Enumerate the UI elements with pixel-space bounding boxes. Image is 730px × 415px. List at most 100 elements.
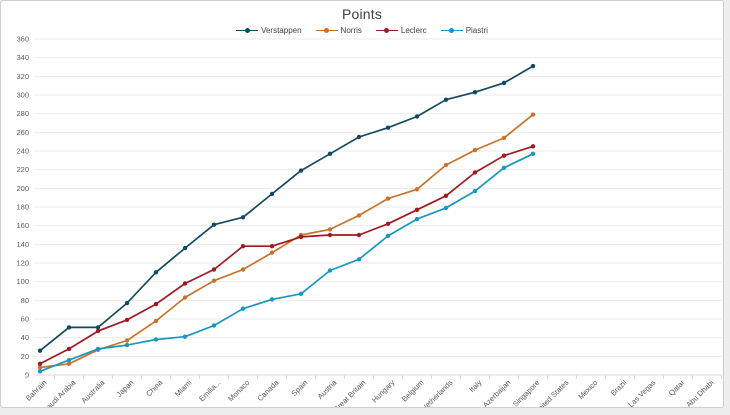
data-point	[37, 361, 43, 366]
y-tick-label: 180	[16, 203, 29, 212]
y-tick-label: 100	[16, 277, 29, 286]
data-point	[37, 365, 43, 370]
data-point	[356, 134, 362, 140]
legend-label: Leclerc	[400, 26, 427, 35]
data-point	[327, 227, 333, 232]
data-point	[385, 196, 391, 201]
x-tick-label: Mexico	[576, 378, 599, 401]
legend-marker-icon	[236, 27, 259, 34]
series-piastri	[37, 151, 536, 374]
legend-marker-icon	[315, 27, 338, 34]
legend-item-piastri[interactable]: Piastri	[440, 26, 488, 35]
y-tick-label: 140	[16, 240, 29, 249]
data-point	[66, 361, 72, 366]
data-point	[298, 291, 304, 296]
y-tick-label: 340	[16, 53, 29, 62]
chart-legend: Verstappen Norris Leclerc Piastri	[1, 26, 723, 35]
y-axis-labels: 0 20 40 60 80 100 120 140 160 180 200 220 240 260 280 3…	[16, 35, 29, 380]
data-point	[182, 295, 188, 300]
x-tick-label: Las Vegas	[626, 378, 657, 407]
y-tick-label: 20	[21, 352, 29, 361]
data-point	[443, 162, 449, 168]
legend-item-norris[interactable]: Norris	[315, 26, 362, 35]
data-point	[240, 306, 246, 311]
data-point	[269, 244, 275, 249]
data-point	[211, 323, 217, 328]
legend-label: Verstappen	[261, 26, 302, 35]
data-point	[153, 301, 159, 307]
y-tick-label: 240	[16, 147, 29, 156]
y-tick-label: 360	[16, 35, 29, 44]
data-point	[501, 153, 507, 158]
x-tick-label: Japan	[115, 378, 136, 399]
data-point	[414, 114, 420, 119]
data-point	[414, 187, 420, 192]
legend-marker-icon	[440, 27, 463, 34]
legend-label: Piastri	[465, 26, 488, 35]
data-point	[240, 215, 246, 220]
data-point	[182, 281, 188, 286]
x-tick-label: China	[144, 377, 165, 398]
data-point	[472, 147, 478, 153]
data-point	[240, 267, 246, 272]
x-tick-label: Qatar	[667, 378, 687, 398]
x-tick-label: Spain	[289, 378, 309, 398]
data-point	[153, 337, 159, 342]
data-point	[356, 213, 362, 218]
data-point	[327, 232, 333, 238]
y-tick-label: 200	[16, 184, 29, 193]
x-tick-label: Hungary	[370, 378, 397, 405]
x-tick-label: Great Britain	[331, 378, 367, 407]
x-axis-ticks	[25, 375, 722, 379]
series-norris	[37, 112, 536, 370]
x-tick-label: Australia	[79, 377, 107, 405]
data-point	[414, 216, 420, 222]
data-point	[385, 125, 391, 130]
data-point	[153, 270, 159, 275]
legend-marker-icon	[375, 27, 398, 34]
data-point	[501, 80, 507, 86]
series-line	[39, 65, 534, 352]
gridlines	[34, 38, 722, 376]
x-tick-label: Netherlands	[419, 378, 454, 407]
data-point	[153, 318, 159, 324]
series-verstappen	[37, 63, 536, 353]
data-point	[124, 338, 130, 343]
series-line	[39, 145, 534, 365]
y-tick-label: 160	[16, 221, 29, 230]
y-tick-label: 260	[16, 128, 29, 137]
y-tick-label: 80	[21, 296, 29, 305]
data-point	[530, 144, 536, 149]
y-tick-label: 280	[16, 109, 29, 118]
data-point	[211, 222, 217, 227]
x-tick-label: Singapore	[511, 378, 542, 407]
data-point	[95, 328, 101, 334]
data-point	[443, 97, 449, 102]
data-point	[66, 357, 72, 363]
data-point	[298, 234, 304, 240]
x-tick-label: Belgium	[400, 378, 426, 404]
x-tick-label: Monaco	[226, 378, 251, 403]
data-point	[124, 317, 130, 323]
legend-item-leclerc[interactable]: Leclerc	[375, 26, 427, 35]
data-point	[530, 112, 536, 117]
legend-item-verstappen[interactable]: Verstappen	[236, 26, 302, 35]
y-tick-label: 60	[21, 315, 29, 324]
data-point	[240, 244, 246, 249]
data-point	[124, 342, 130, 348]
x-tick-label: Emilia...	[197, 378, 222, 403]
series-line	[39, 152, 534, 373]
y-tick-label: 120	[16, 259, 29, 268]
data-point	[327, 268, 333, 273]
data-point	[66, 346, 72, 352]
data-point	[472, 188, 478, 194]
data-point	[269, 191, 275, 197]
y-tick-label: 40	[21, 333, 29, 342]
data-point	[414, 207, 420, 212]
legend-label: Norris	[340, 26, 362, 35]
data-point	[385, 233, 391, 239]
x-tick-label: Brazil	[609, 378, 629, 398]
chart-title: Points	[341, 6, 383, 22]
data-point	[356, 232, 362, 238]
data-point	[66, 325, 72, 330]
